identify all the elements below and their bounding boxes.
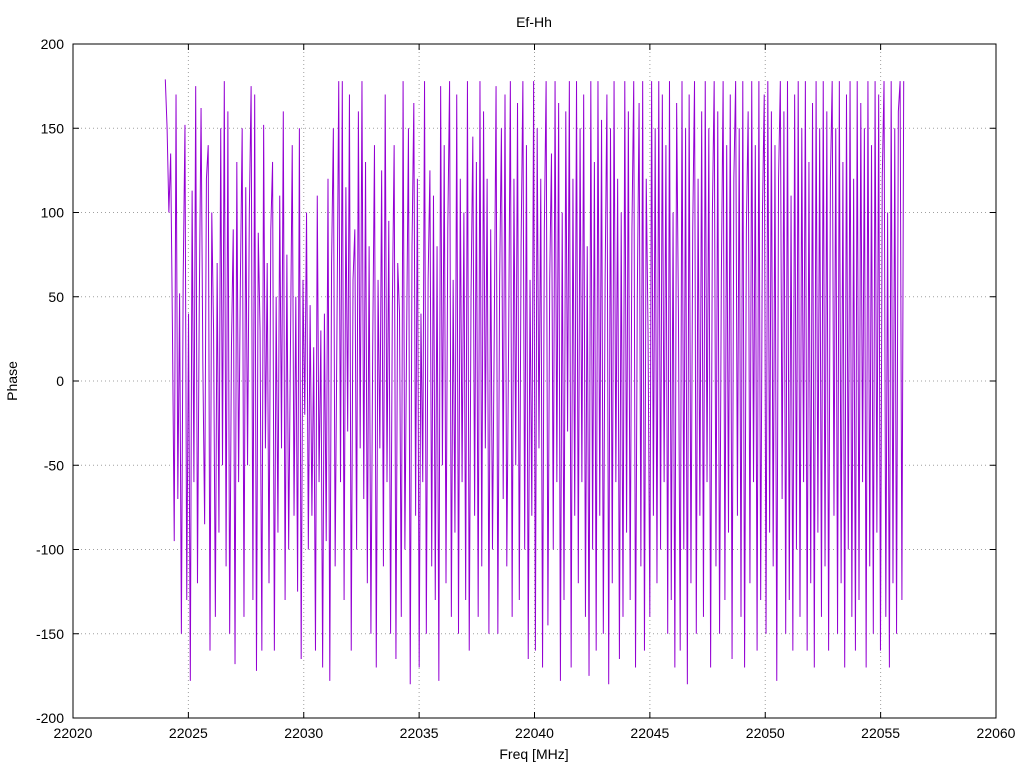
- y-tick-label: 100: [41, 205, 65, 221]
- x-tick-label: 22055: [861, 725, 900, 741]
- x-tick-label: 22045: [630, 725, 669, 741]
- x-tick-label: 22030: [284, 725, 323, 741]
- phase-series-line: [164, 79, 905, 685]
- x-axis-label: Freq [MHz]: [499, 746, 568, 762]
- y-tick-label: -50: [44, 457, 64, 473]
- x-tick-label: 22025: [169, 725, 208, 741]
- x-tick-label: 22020: [54, 725, 93, 741]
- axis-ticks: 22020 22025 22030 22035 22040 22045 22050 22055…: [36, 36, 1016, 741]
- y-tick-label: -150: [36, 626, 64, 642]
- x-tick-label: 22040: [515, 725, 554, 741]
- x-tick-label: 22060: [977, 725, 1016, 741]
- chart-title: Ef-Hh: [516, 14, 552, 30]
- y-tick-label: -200: [36, 710, 64, 726]
- x-tick-label: 22050: [746, 725, 785, 741]
- x-tick-label: 22035: [400, 725, 439, 741]
- y-axis-label: Phase: [4, 361, 20, 401]
- y-tick-label: 150: [41, 120, 65, 136]
- series-layer: [164, 79, 905, 685]
- y-tick-label: 0: [56, 373, 64, 389]
- y-tick-label: 200: [41, 36, 65, 52]
- y-tick-label: 50: [48, 289, 64, 305]
- y-tick-label: -100: [36, 542, 64, 558]
